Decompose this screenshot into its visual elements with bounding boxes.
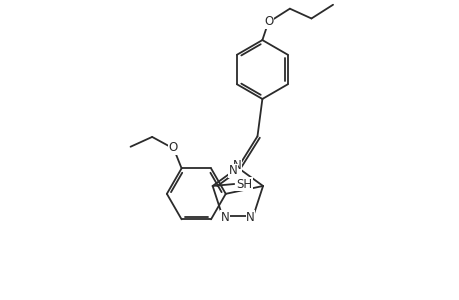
Text: O: O [168,141,177,154]
Text: SH: SH [235,178,252,190]
Text: N: N [228,164,237,177]
Text: N: N [246,211,254,224]
Text: N: N [232,159,241,172]
Text: N: N [220,211,229,224]
Text: O: O [264,15,273,28]
